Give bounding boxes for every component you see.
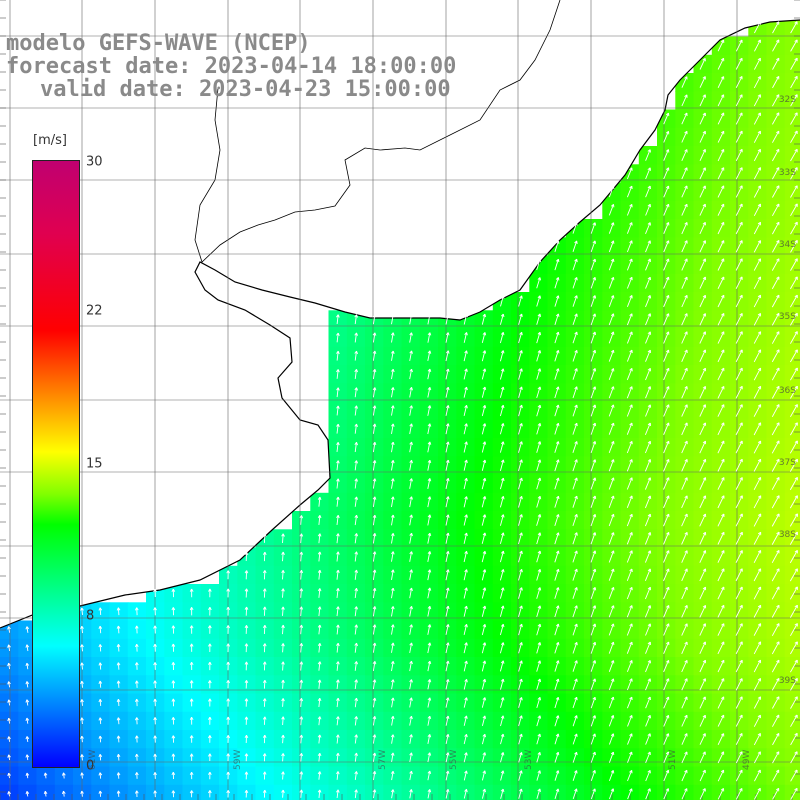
lon-label: 61W [88, 749, 98, 770]
lat-label: 35S [778, 312, 796, 322]
lon-label: 49W [742, 749, 752, 770]
forecast-date: forecast date: 2023-04-14 18:00:00 [6, 54, 457, 79]
colorbar [32, 160, 80, 768]
coastline [0, 19, 800, 629]
colorbar-tick-22: 22 [86, 303, 103, 319]
lon-label: 59W [233, 749, 243, 770]
country-border [194, 0, 561, 263]
colorbar-tick-8: 8 [86, 608, 95, 624]
colorbar-tick-0: 0 [86, 758, 95, 774]
model-title: modelo GEFS-WAVE (NCEP) [6, 31, 311, 56]
lat-label: 39S [778, 676, 796, 686]
lon-label: 55W [449, 749, 459, 770]
colorbar-unit: [m/s] [33, 133, 67, 148]
land-mask [0, 0, 800, 628]
lon-label: 57W [378, 749, 388, 770]
lat-label: 33S [778, 168, 796, 178]
valid-date: valid date: 2023-04-23 15:00:00 [40, 77, 451, 102]
lon-label: 51W [668, 749, 678, 770]
lat-label: 36S [778, 386, 796, 396]
lat-label: 38S [778, 530, 796, 540]
lat-label: 32S [778, 95, 796, 105]
colorbar-tick-30: 30 [86, 154, 103, 170]
lon-label: 53W [524, 749, 534, 770]
lat-label: 34S [778, 240, 796, 250]
lat-label: 37S [778, 458, 796, 468]
colorbar-tick-15: 15 [86, 456, 103, 472]
wind-vectors [7, 21, 798, 800]
